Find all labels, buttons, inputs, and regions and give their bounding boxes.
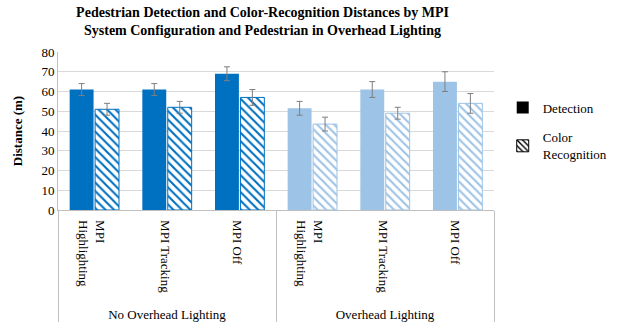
svg-text:60: 60 <box>41 84 54 99</box>
svg-text:0: 0 <box>48 203 55 218</box>
svg-text:70: 70 <box>41 64 54 79</box>
svg-text:MPIHighlighting: MPIHighlighting <box>294 220 326 287</box>
svg-text:ColorRecognition: ColorRecognition <box>543 130 607 162</box>
svg-text:MPI Tracking: MPI Tracking <box>376 220 391 293</box>
svg-text:10: 10 <box>41 183 54 198</box>
svg-text:80: 80 <box>41 45 54 60</box>
svg-text:40: 40 <box>41 124 54 139</box>
svg-text:20: 20 <box>41 163 54 178</box>
svg-text:MPIHighlighting: MPIHighlighting <box>76 220 108 287</box>
svg-text:No Overhead Lighting: No Overhead Lighting <box>108 307 226 322</box>
svg-text:50: 50 <box>41 104 54 119</box>
svg-text:MPI Tracking: MPI Tracking <box>158 220 173 293</box>
svg-text:MPI Off: MPI Off <box>448 220 463 265</box>
svg-text:30: 30 <box>41 143 54 158</box>
svg-text:Detection: Detection <box>543 101 594 116</box>
svg-text:Overhead Lighting: Overhead Lighting <box>336 307 435 322</box>
svg-text:Pedestrian Detection and Color: Pedestrian Detection and Color-Recogniti… <box>76 5 449 38</box>
svg-text:Distance (m): Distance (m) <box>10 96 25 166</box>
svg-text:MPI Off: MPI Off <box>230 220 245 265</box>
